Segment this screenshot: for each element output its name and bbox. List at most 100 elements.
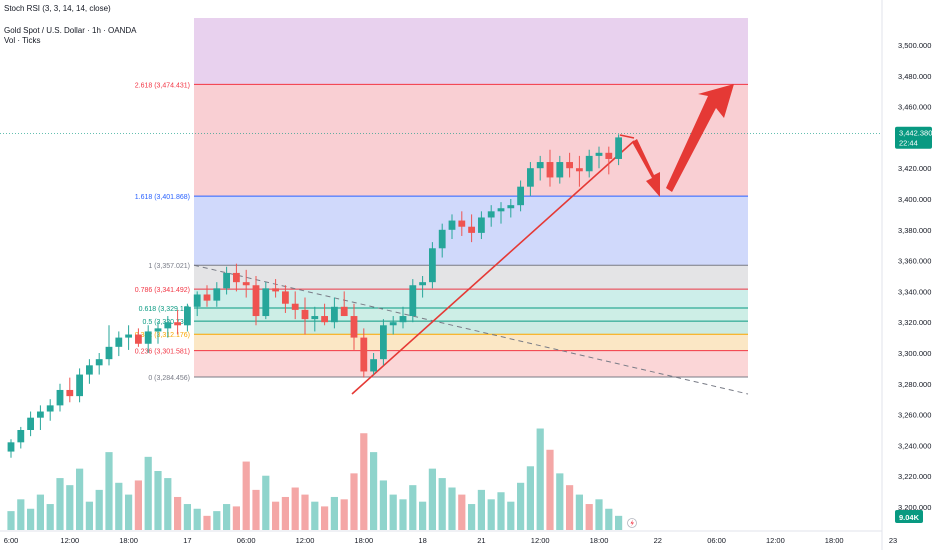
volume-bar (419, 501, 427, 530)
time-tick-label: 18:00 (825, 536, 844, 545)
volume-bar (17, 499, 25, 530)
volume-bar (291, 487, 299, 530)
fib-zone (194, 289, 748, 309)
time-tick-label: 6:00 (4, 536, 19, 545)
candle-body (86, 365, 93, 375)
candle-body (17, 430, 25, 443)
candles[interactable] (7, 134, 622, 458)
volume-bar (36, 494, 44, 530)
candle-body (487, 211, 495, 218)
fib-level-label: 1 (3,357.021) (148, 263, 190, 270)
volume-bar (605, 508, 613, 530)
lightning-icon-bolt (630, 519, 634, 527)
candle-body (448, 220, 456, 230)
candle-body (154, 328, 162, 332)
time-tick-label: 06:00 (237, 536, 256, 545)
price-tick-label: 3,260.000 (898, 411, 931, 420)
volume-bar (232, 506, 240, 530)
candle-body (164, 322, 172, 329)
candle-body (419, 282, 426, 286)
volume-bar (242, 461, 250, 530)
time-tick-label: 18:00 (354, 536, 373, 545)
volume-bar (193, 508, 201, 530)
time-tick-label: 18:00 (590, 536, 609, 545)
candle-body (193, 294, 201, 307)
candle-body (497, 208, 505, 212)
volume-bar (134, 480, 142, 530)
volume-bar (556, 473, 564, 530)
volume-bar (321, 506, 329, 530)
time-tick-label: 22 (654, 536, 662, 545)
indicator-title[interactable]: Stoch RSI (3, 3, 14, 14, close) (4, 4, 111, 13)
candle-body (478, 217, 485, 233)
volume-bar (379, 480, 387, 530)
candle-body (174, 322, 181, 326)
candle-body (429, 248, 436, 283)
candle-body (262, 288, 270, 317)
price-tick-label: 3,240.000 (898, 441, 931, 450)
candle-body (438, 229, 446, 249)
candle-body (566, 162, 573, 169)
candle-body (46, 405, 54, 412)
volume-bar (262, 475, 270, 530)
volume-bar (399, 499, 407, 530)
volume-bar (154, 471, 162, 530)
candle-body (7, 442, 15, 452)
volume-bar (95, 489, 103, 530)
volume-bar (615, 515, 623, 530)
volume-bar (585, 504, 593, 530)
candle-body (95, 359, 103, 366)
price-tick-label: 3,360.000 (898, 257, 931, 266)
candle-body (507, 205, 515, 209)
volume-bar (546, 449, 554, 530)
fib-level-label: 2.618 (3,474.431) (135, 82, 190, 89)
candle-body (213, 288, 221, 301)
volume-bar (526, 466, 534, 530)
candle-body (546, 162, 554, 178)
volume-value-label: 9.04K (899, 513, 920, 522)
time-axis[interactable]: 6:00 12:00 18:00 17 06:00 12:00 18:00 18 21 12:00… (0, 518, 932, 546)
price-tick-label: 3,400.000 (898, 195, 931, 204)
time-tick-label: 17 (183, 536, 191, 545)
volume-bar (125, 494, 133, 530)
price-tick-label: 3,280.000 (898, 380, 931, 389)
current-price-badge (895, 126, 932, 149)
candle-body (311, 316, 319, 320)
fib-zone-top (194, 18, 748, 85)
candle-body (135, 334, 142, 344)
candle-body (252, 285, 260, 317)
fibonacci-extension[interactable]: 2.618 (3,474.431) 1.618 (3,401.868) 1 (3,3… (135, 18, 748, 382)
candle-body (37, 411, 44, 418)
candle-body (184, 306, 191, 326)
time-tick-label: 06:00 (707, 536, 726, 545)
fib-level-label: 0.786 (3,341.492) (135, 287, 190, 294)
drawing-lines[interactable] (0, 133, 880, 395)
forecast-arrows[interactable] (632, 84, 734, 197)
volume-bar (350, 473, 358, 530)
candle-body (527, 168, 534, 187)
volume-bar (487, 499, 495, 530)
volume-title[interactable]: Vol · Ticks (4, 36, 41, 45)
time-tick-label: 12:00 (296, 536, 315, 545)
volume-bar (301, 494, 309, 530)
candle-body (380, 325, 387, 360)
volume-bar (517, 482, 525, 530)
candle-body (360, 337, 368, 372)
price-axis[interactable]: 3,200.000 3,220.000 3,240.000 3,260.000 3,28… (881, 0, 932, 550)
candle-body (282, 291, 289, 304)
candle-body (301, 309, 309, 320)
volume-bar (311, 501, 319, 530)
volume-bar (566, 485, 574, 530)
candle-body (576, 168, 583, 172)
volume-bar (105, 452, 113, 530)
symbol-title[interactable]: Gold Spot / U.S. Dollar · 1h · OANDA (4, 26, 137, 35)
volume-bar (507, 501, 515, 530)
volume-bar (477, 489, 485, 530)
volume-bar (27, 508, 35, 530)
candle-body (203, 294, 211, 301)
volume-bar (370, 452, 378, 530)
volume-bar (66, 485, 74, 530)
candle-body (370, 359, 377, 372)
